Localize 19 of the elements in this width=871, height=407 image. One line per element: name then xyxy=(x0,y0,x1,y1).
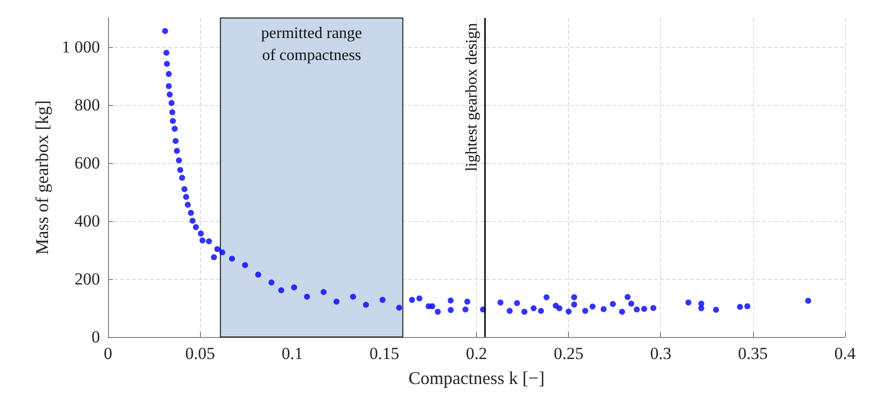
y-axis-title: Mass of gearbox [kg] xyxy=(32,100,52,255)
y-tick-label: 800 xyxy=(74,96,100,114)
y-tick-label: 0 xyxy=(92,328,100,346)
x-tick-label: 0.1 xyxy=(282,344,303,363)
x-axis-title: Compactness k [−] xyxy=(408,368,545,388)
y-tick-label: 200 xyxy=(74,270,100,288)
y-tick-label: 600 xyxy=(74,154,100,172)
y-tick-label: 400 xyxy=(74,212,100,230)
x-tick-label: 0.2 xyxy=(466,344,488,363)
x-tick-label: 0.15 xyxy=(370,344,400,363)
band-label: permitted range of compactness xyxy=(261,25,362,64)
ref-line-label: lightest gearbox design xyxy=(463,23,480,172)
x-tick-label: 0.25 xyxy=(554,344,584,363)
x-tick-label: 0.05 xyxy=(185,344,215,363)
x-tick-label: 0.3 xyxy=(650,344,672,363)
x-tick-label: 0 xyxy=(104,344,112,363)
y-tick-label: 1 000 xyxy=(62,38,100,56)
x-tick-label: 0.35 xyxy=(738,344,768,363)
x-tick-label: 0.4 xyxy=(834,344,856,363)
